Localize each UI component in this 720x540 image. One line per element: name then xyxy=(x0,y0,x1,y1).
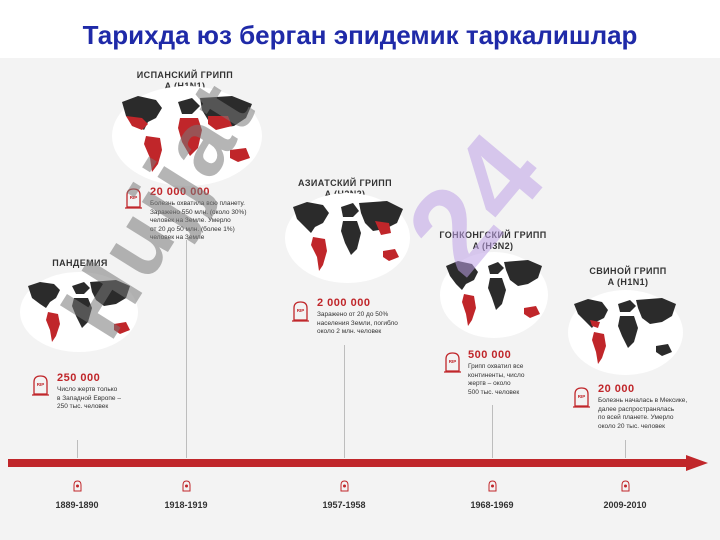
world-map-graphic xyxy=(446,260,542,326)
death-toll: 20 000 xyxy=(598,383,635,395)
epidemic-title: ПАНДЕМИЯ xyxy=(52,258,108,268)
svg-text:RIP: RIP xyxy=(130,195,138,200)
epidemic-description: Болезнь охватила всю планету. Заражено 5… xyxy=(150,200,247,241)
svg-text:RIP: RIP xyxy=(578,394,586,399)
virus-marker-icon xyxy=(488,480,497,492)
world-map xyxy=(285,193,410,283)
epidemic-title: СВИНОЙ ГРИПП A (H1N1) xyxy=(589,266,667,287)
virus-marker-icon xyxy=(621,480,630,492)
slide-title: Тарихда юз берган эпидемик таркалишлар xyxy=(82,20,638,50)
death-toll: 20 000 000 xyxy=(150,186,211,198)
virus-marker-icon xyxy=(182,480,191,492)
tombstone-rip-icon: RIP xyxy=(32,375,49,396)
tombstone-rip-icon: RIP xyxy=(292,301,309,322)
epidemic-description: Грипп охватил все континенты, число жерт… xyxy=(468,363,525,396)
epidemic-description: Заражено от 20 до 50% населения Земли, п… xyxy=(317,311,398,335)
world-map-graphic xyxy=(293,201,403,271)
world-map xyxy=(440,252,548,338)
connector-line xyxy=(186,240,187,458)
tombstone-rip-icon: RIP xyxy=(125,188,142,209)
death-toll: 500 000 xyxy=(468,349,512,361)
world-map-graphic xyxy=(574,298,676,364)
timeline-year: 1889-1890 xyxy=(55,500,99,510)
death-toll: 2 000 000 xyxy=(317,297,371,309)
connector-line xyxy=(344,345,345,458)
svg-text:RIP: RIP xyxy=(37,382,45,387)
world-map xyxy=(20,272,138,352)
connector-line xyxy=(625,440,626,458)
tombstone-rip-icon: RIP xyxy=(444,352,461,373)
virus-marker-icon xyxy=(73,480,82,492)
epidemic-description: Болезнь началась в Мексике, далее распро… xyxy=(598,397,688,430)
timeline-year: 1957-1958 xyxy=(322,500,366,510)
world-map-graphic xyxy=(28,280,130,342)
world-map xyxy=(568,290,683,375)
tombstone-rip-icon: RIP xyxy=(573,387,590,408)
timeline-year: 2009-2010 xyxy=(603,500,647,510)
death-toll: 250 000 xyxy=(57,372,101,384)
timeline-year: 1918-1919 xyxy=(164,500,208,510)
connector-line xyxy=(77,440,78,458)
timeline-arrow xyxy=(8,455,708,471)
connector-line xyxy=(492,405,493,458)
svg-text:RIP: RIP xyxy=(449,359,457,364)
world-map-graphic xyxy=(122,96,252,172)
virus-marker-icon xyxy=(340,480,349,492)
svg-text:RIP: RIP xyxy=(297,308,305,313)
world-map xyxy=(112,86,262,186)
epidemic-title: ГОНКОНГСКИЙ ГРИПП A (H3N2) xyxy=(439,230,547,251)
epidemic-description: Число жертв только в Западной Европе – 2… xyxy=(57,386,121,410)
timeline-year: 1968-1969 xyxy=(470,500,514,510)
